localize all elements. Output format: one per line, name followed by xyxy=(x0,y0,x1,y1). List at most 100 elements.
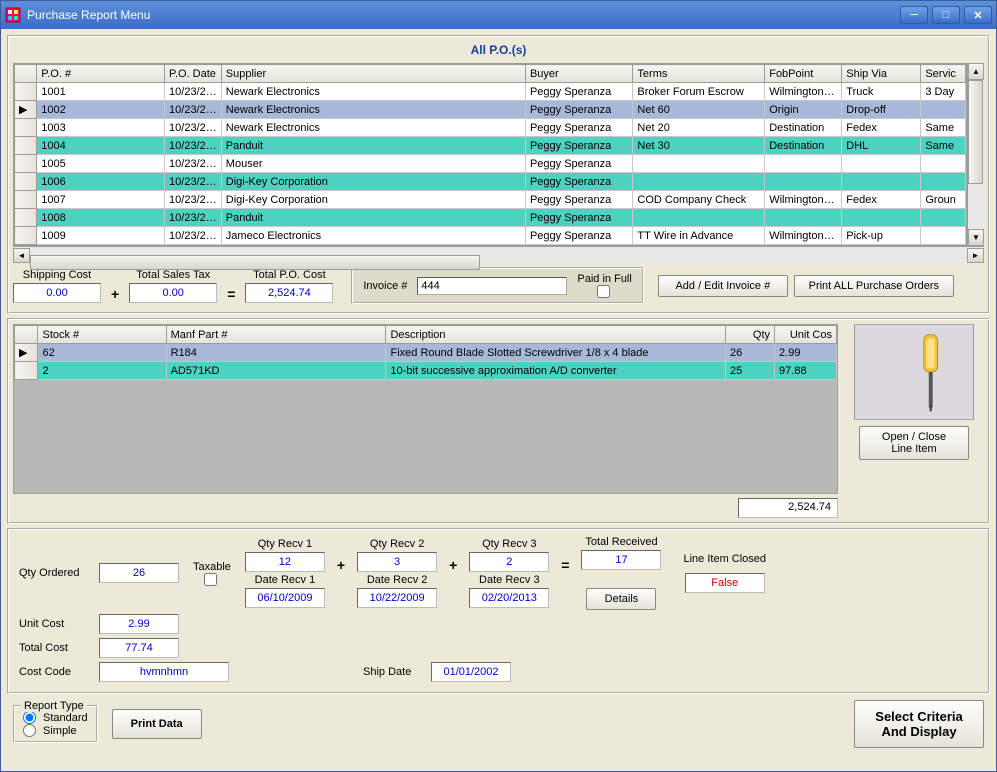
cell-shipvia[interactable]: Truck xyxy=(842,83,921,101)
cell-date[interactable]: 10/23/2001 xyxy=(165,83,222,101)
po-grid-vscroll[interactable]: ▲ ▼ xyxy=(967,63,984,246)
cell-buyer[interactable]: Peggy Speranza xyxy=(525,191,632,209)
cell-shipvia[interactable] xyxy=(842,173,921,191)
cell-supplier[interactable]: Newark Electronics xyxy=(221,101,525,119)
invoice-input[interactable] xyxy=(417,277,567,295)
cell-po[interactable]: 1006 xyxy=(37,173,165,191)
cell-fob[interactable]: Wilmington MA xyxy=(765,83,842,101)
cell-shipvia[interactable] xyxy=(842,155,921,173)
select-criteria-button[interactable]: Select Criteria And Display xyxy=(854,700,984,748)
titlebar[interactable]: Purchase Report Menu ─ □ ✕ xyxy=(1,1,996,29)
add-edit-invoice-button[interactable]: Add / Edit Invoice # xyxy=(658,275,788,297)
po-col-header[interactable]: Ship Via xyxy=(842,65,921,83)
cell-buyer[interactable]: Peggy Speranza xyxy=(525,227,632,245)
cell-shipvia[interactable]: DHL xyxy=(842,137,921,155)
cell-fob[interactable]: Destination xyxy=(765,119,842,137)
cell-part[interactable]: AD571KD xyxy=(166,362,386,380)
report-type-simple-radio[interactable] xyxy=(23,724,36,737)
table-row[interactable]: 100510/23/2001MouserPeggy Speranza xyxy=(15,155,966,173)
cell-terms[interactable]: Net 20 xyxy=(633,119,765,137)
cell-date[interactable]: 10/23/2001 xyxy=(165,137,222,155)
cell-supplier[interactable]: Digi-Key Corporation xyxy=(221,191,525,209)
cell-terms[interactable] xyxy=(633,173,765,191)
line-col-header[interactable]: Description xyxy=(386,326,725,344)
cell-buyer[interactable]: Peggy Speranza xyxy=(525,209,632,227)
cell-po[interactable]: 1007 xyxy=(37,191,165,209)
table-row[interactable]: 100610/23/2001Digi-Key CorporationPeggy … xyxy=(15,173,966,191)
po-grid-hscroll[interactable]: ◄ ► xyxy=(13,246,984,263)
cell-desc[interactable]: Fixed Round Blade Slotted Screwdriver 1/… xyxy=(386,344,725,362)
cell-cost[interactable]: 2.99 xyxy=(775,344,837,362)
cell-stock[interactable]: 2 xyxy=(38,362,166,380)
close-button[interactable]: ✕ xyxy=(964,6,992,24)
table-row[interactable]: 100310/23/2001Newark ElectronicsPeggy Sp… xyxy=(15,119,966,137)
scroll-left-icon[interactable]: ◄ xyxy=(13,248,30,263)
scroll-down-icon[interactable]: ▼ xyxy=(968,229,984,246)
cell-buyer[interactable]: Peggy Speranza xyxy=(525,101,632,119)
cell-qty[interactable]: 26 xyxy=(725,344,774,362)
cell-buyer[interactable]: Peggy Speranza xyxy=(525,173,632,191)
po-col-header[interactable]: Supplier xyxy=(221,65,525,83)
cell-supplier[interactable]: Newark Electronics xyxy=(221,83,525,101)
cell-date[interactable]: 10/23/2001 xyxy=(165,191,222,209)
table-row[interactable]: 100710/23/2001Digi-Key CorporationPeggy … xyxy=(15,191,966,209)
cell-shipvia[interactable]: Pick-up xyxy=(842,227,921,245)
cell-service[interactable]: Same xyxy=(921,119,966,137)
po-col-header[interactable]: Terms xyxy=(633,65,765,83)
cell-buyer[interactable]: Peggy Speranza xyxy=(525,119,632,137)
open-close-line-item-button[interactable]: Open / Close Line Item xyxy=(859,426,969,460)
cell-service[interactable]: Groun xyxy=(921,191,966,209)
cell-supplier[interactable]: Panduit xyxy=(221,209,525,227)
cell-date[interactable]: 10/23/2001 xyxy=(165,209,222,227)
po-col-header[interactable]: Servic xyxy=(921,65,966,83)
cell-date[interactable]: 10/23/2001 xyxy=(165,155,222,173)
cell-po[interactable]: 1005 xyxy=(37,155,165,173)
cell-service[interactable] xyxy=(921,173,966,191)
cell-service[interactable]: Same xyxy=(921,137,966,155)
cell-terms[interactable] xyxy=(633,209,765,227)
cell-service[interactable] xyxy=(921,209,966,227)
line-col-header[interactable]: Unit Cos xyxy=(775,326,837,344)
cell-supplier[interactable]: Newark Electronics xyxy=(221,119,525,137)
scroll-thumb-h[interactable] xyxy=(30,255,480,270)
paid-in-full-checkbox[interactable] xyxy=(597,285,610,298)
cell-fob[interactable]: Wilmington MA xyxy=(765,227,842,245)
cell-po[interactable]: 1004 xyxy=(37,137,165,155)
cell-buyer[interactable]: Peggy Speranza xyxy=(525,155,632,173)
po-grid[interactable]: P.O. #P.O. DateSupplierBuyerTermsFobPoin… xyxy=(14,64,966,245)
cell-terms[interactable]: Net 30 xyxy=(633,137,765,155)
table-row[interactable]: 100910/23/2001Jameco ElectronicsPeggy Sp… xyxy=(15,227,966,245)
cell-fob[interactable] xyxy=(765,155,842,173)
cell-supplier[interactable]: Jameco Electronics xyxy=(221,227,525,245)
report-type-standard-radio[interactable] xyxy=(23,711,36,724)
cell-fob[interactable] xyxy=(765,173,842,191)
maximize-button[interactable]: □ xyxy=(932,6,960,24)
cell-fob[interactable] xyxy=(765,209,842,227)
cell-qty[interactable]: 25 xyxy=(725,362,774,380)
cell-cost[interactable]: 97.88 xyxy=(775,362,837,380)
cell-supplier[interactable]: Digi-Key Corporation xyxy=(221,173,525,191)
line-col-header[interactable]: Manf Part # xyxy=(166,326,386,344)
cell-po[interactable]: 1003 xyxy=(37,119,165,137)
cell-shipvia[interactable]: Fedex xyxy=(842,119,921,137)
cell-terms[interactable]: Net 60 xyxy=(633,101,765,119)
cell-po[interactable]: 1001 xyxy=(37,83,165,101)
cell-po[interactable]: 1008 xyxy=(37,209,165,227)
cell-date[interactable]: 10/23/2001 xyxy=(165,119,222,137)
cell-shipvia[interactable]: Drop-off xyxy=(842,101,921,119)
cell-stock[interactable]: 62 xyxy=(38,344,166,362)
cell-buyer[interactable]: Peggy Speranza xyxy=(525,137,632,155)
cell-date[interactable]: 10/23/2001 xyxy=(165,101,222,119)
taxable-checkbox[interactable] xyxy=(204,573,217,586)
po-col-header[interactable]: P.O. Date xyxy=(165,65,222,83)
cell-supplier[interactable]: Mouser xyxy=(221,155,525,173)
po-col-header[interactable]: FobPoint xyxy=(765,65,842,83)
cell-service[interactable]: 3 Day xyxy=(921,83,966,101)
line-col-header[interactable]: Qty xyxy=(725,326,774,344)
cell-buyer[interactable]: Peggy Speranza xyxy=(525,83,632,101)
cell-fob[interactable]: Wilmington MA xyxy=(765,191,842,209)
table-row[interactable]: 100810/23/2001PanduitPeggy Speranza xyxy=(15,209,966,227)
table-row[interactable]: ▶62R184Fixed Round Blade Slotted Screwdr… xyxy=(15,344,837,362)
cell-service[interactable] xyxy=(921,227,966,245)
po-col-header[interactable]: P.O. # xyxy=(37,65,165,83)
